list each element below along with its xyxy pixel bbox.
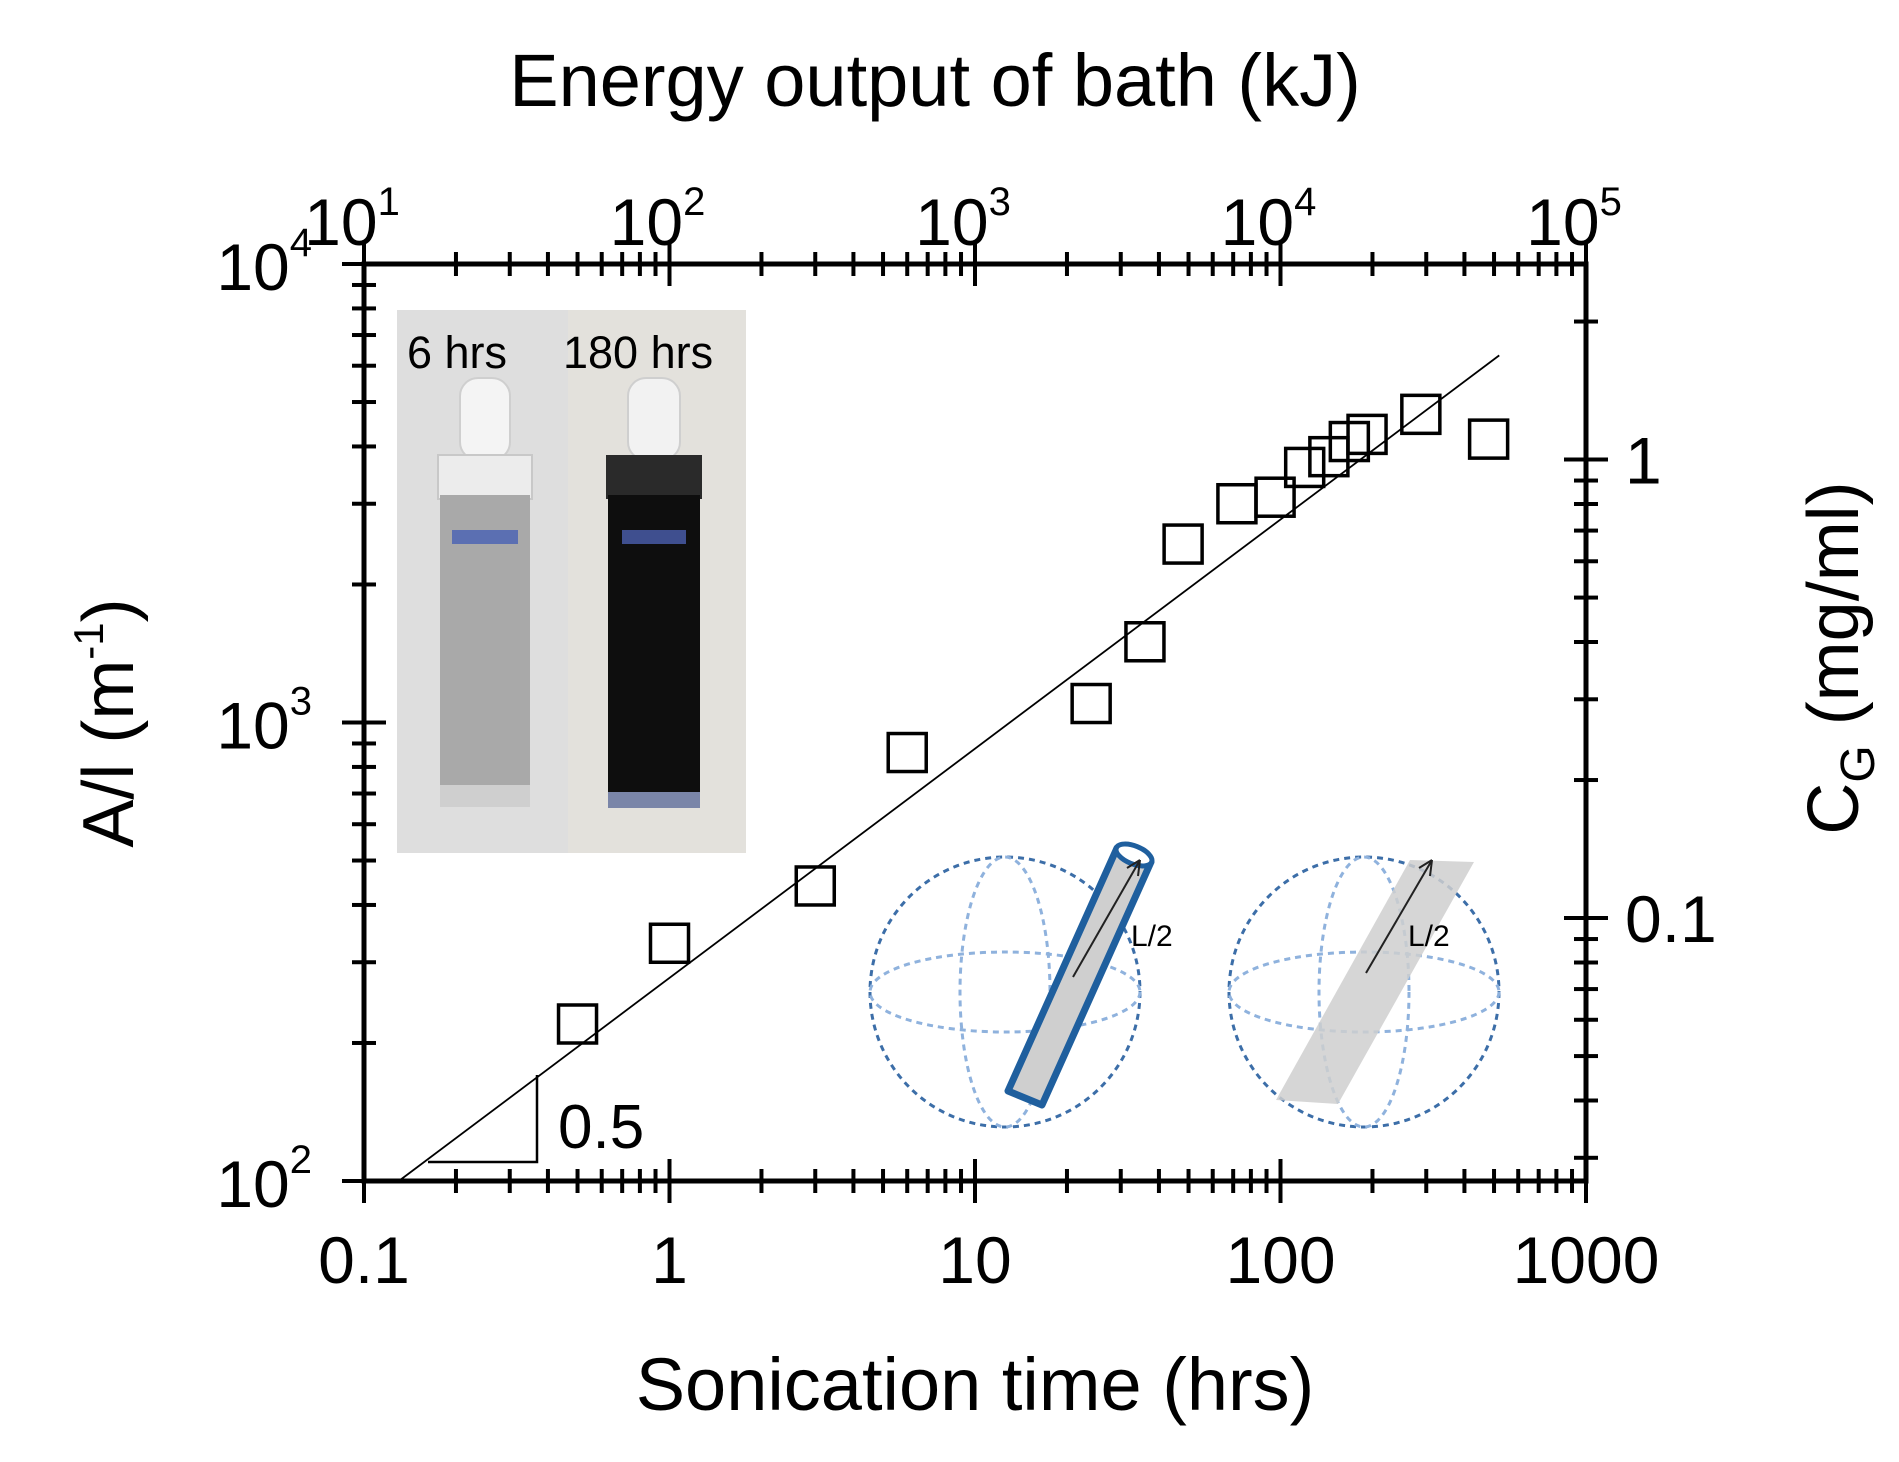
data-point: [1162, 523, 1204, 565]
diagram-inset: L/2 L/2: [868, 841, 1501, 1129]
data-point: [556, 1003, 599, 1045]
x2-tick-label: 103: [915, 180, 1011, 259]
cuvette-dark: [606, 377, 702, 808]
data-point: [886, 731, 928, 774]
data-point: [1346, 413, 1388, 456]
photo-label-180hrs: 180 hrs: [563, 327, 713, 378]
data-point: [794, 865, 837, 907]
data-point: [648, 922, 691, 965]
x2-tick-label: 105: [1526, 180, 1622, 259]
sphere-sheet: L/2: [1227, 855, 1501, 1129]
data-points: [556, 393, 1510, 1045]
slope-indicator: 0.5: [428, 1075, 644, 1164]
tick-labels: 0.1 1 10 100 1000 101 102 103 104 105 102 103 104 0.1…: [216, 180, 1716, 1297]
x2-tick-label: 104: [1221, 180, 1317, 259]
x-axis-label: Sonication time (hrs): [636, 1343, 1315, 1426]
y-tick-label: 102: [216, 1138, 312, 1221]
y2-axis-label: CG (mg/ml): [1794, 481, 1885, 834]
data-point: [1254, 476, 1296, 518]
y2-tick-label: 1: [1625, 424, 1662, 498]
sphere-rod: L/2: [868, 841, 1173, 1129]
x2-axis-label: Energy output of bath (kJ): [509, 39, 1360, 122]
x-tick-label: 100: [1225, 1223, 1335, 1297]
x-tick-label: 10: [938, 1223, 1011, 1297]
data-point: [1216, 482, 1258, 525]
data-point: [1124, 621, 1166, 663]
slope-label: 0.5: [558, 1093, 644, 1162]
sheet-length-label: L/2: [1408, 920, 1450, 953]
photo-inset: 6 hrs 180 hrs: [397, 310, 746, 853]
cuvette-light: [437, 377, 533, 807]
y2-tick-label: 0.1: [1625, 882, 1717, 956]
data-point: [1467, 418, 1510, 460]
x-tick-label: 1: [651, 1223, 688, 1297]
photo-label-6hrs: 6 hrs: [407, 327, 507, 378]
x2-tick-label: 101: [304, 180, 400, 259]
x-tick-label: 0.1: [318, 1223, 410, 1297]
y-tick-label: 104: [216, 221, 312, 304]
x2-tick-label: 102: [610, 180, 706, 259]
y-axis-label: A/l (m-1): [65, 598, 149, 847]
rod-length-label: L/2: [1131, 920, 1173, 953]
y-tick-label: 103: [216, 680, 312, 763]
data-point: [1283, 446, 1326, 489]
data-point: [1070, 682, 1112, 725]
x-tick-label: 1000: [1513, 1223, 1660, 1297]
data-point: [1400, 393, 1442, 436]
plot-frame: [361, 261, 1589, 1184]
